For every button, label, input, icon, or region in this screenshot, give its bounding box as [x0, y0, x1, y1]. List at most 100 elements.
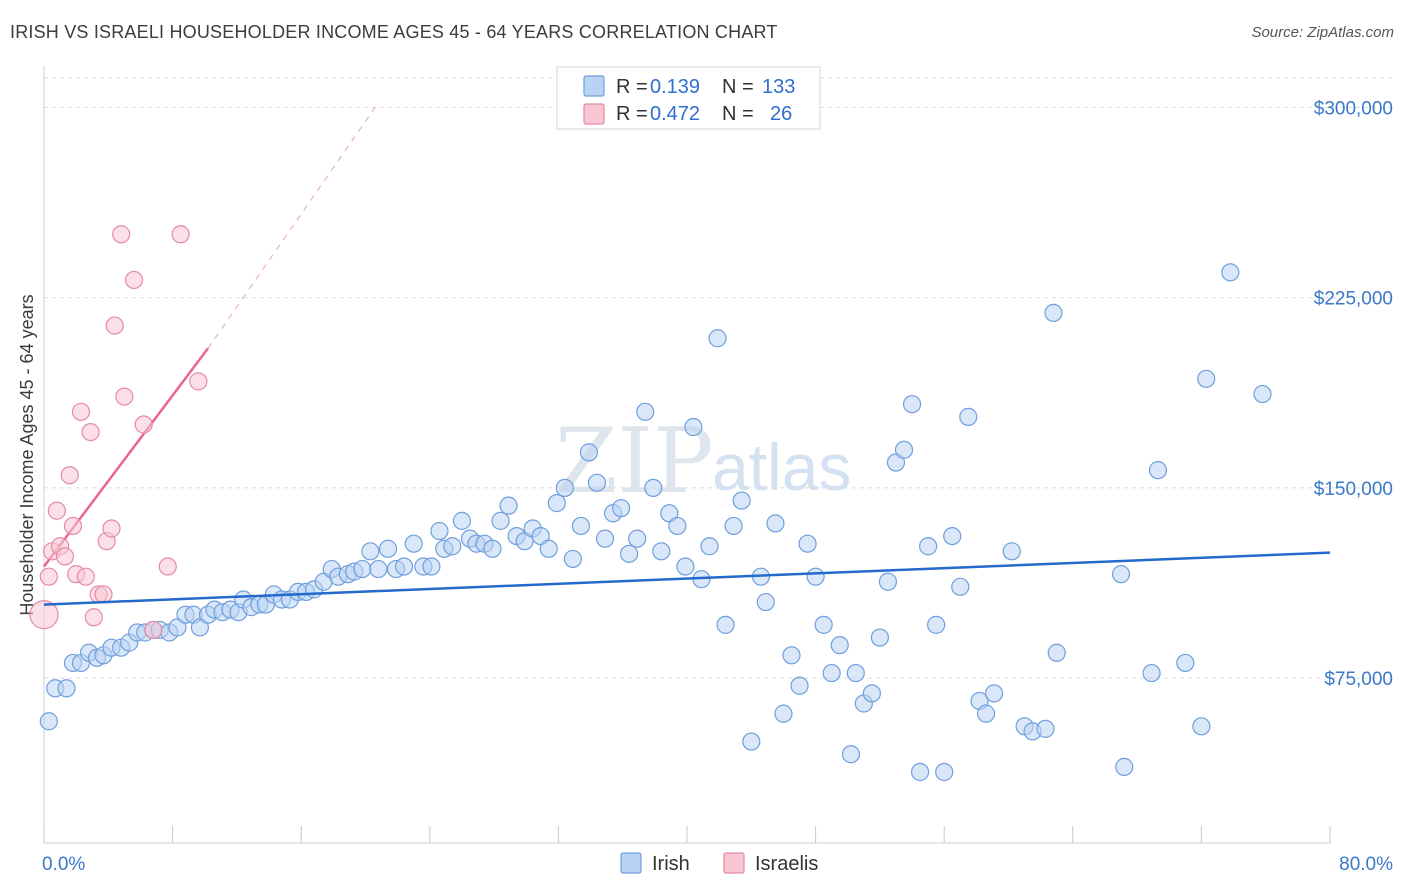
irish-point: [814, 615, 833, 634]
irish-point: [700, 537, 719, 556]
irish-point: [984, 684, 1004, 703]
y-tick-label-2: $225,000: [1314, 289, 1393, 310]
irish-point: [870, 628, 890, 647]
irish-point: [1221, 263, 1240, 282]
irish-point: [652, 542, 671, 561]
irish-point: [766, 514, 785, 533]
israeli-point: [115, 387, 134, 406]
y-tick-label-3: $300,000: [1314, 98, 1393, 119]
irish-point: [1111, 565, 1131, 584]
irish-point: [894, 440, 914, 459]
israeli-point: [76, 567, 95, 586]
chart-title: IRISH VS ISRAELI HOUSEHOLDER INCOME AGES…: [10, 22, 778, 42]
legend-n-value-1: 133: [762, 76, 795, 98]
y-tick-label-0: $75,000: [1324, 669, 1393, 690]
grid-lines: [44, 77, 1395, 679]
irish-point: [1002, 542, 1021, 561]
irish-point: [708, 329, 727, 348]
israeli-point: [63, 516, 83, 536]
x-tick-label-1: 80.0%: [1339, 854, 1393, 875]
irish-points: [39, 263, 1272, 782]
israeli-point: [189, 372, 208, 391]
irish-point: [547, 494, 566, 513]
irish-point: [959, 407, 978, 426]
irish-point: [676, 557, 695, 576]
irish-point: [57, 679, 76, 698]
irish-point: [902, 395, 922, 414]
legend-r-label-2: R =: [616, 103, 648, 125]
israeli-legend-swatch: [583, 103, 605, 125]
irish-point: [1142, 663, 1161, 683]
irish-point: [782, 646, 801, 665]
axes: [43, 66, 1331, 844]
irish-point: [910, 762, 930, 782]
israeli-trend-dashed: [207, 107, 376, 349]
irish-point: [1036, 719, 1055, 738]
israeli-point: [134, 415, 153, 434]
israeli-point: [71, 402, 91, 421]
irish-point: [774, 704, 793, 723]
irish-trend-line: [43, 551, 1331, 606]
x-tick-labels: 0.0% 80.0%: [42, 854, 1393, 875]
irish-point: [620, 544, 639, 563]
irish-point: [878, 572, 898, 591]
legend-r-value-2: 0.472: [650, 103, 700, 125]
irish-point: [499, 496, 518, 515]
israeli-points: [29, 225, 208, 640]
irish-point: [798, 534, 817, 553]
x-tick-label-0: 0.0%: [42, 854, 85, 875]
y-axis-label: Householder Income Ages 45 - 64 years: [17, 294, 37, 615]
watermark-atlas: atlas: [712, 430, 851, 504]
legend-r-label-1: R =: [616, 76, 648, 98]
irish-point: [430, 521, 449, 541]
irish-point: [1047, 643, 1066, 662]
israeli-point: [47, 501, 66, 520]
irish-point: [716, 615, 735, 634]
israeli-series-swatch: [723, 852, 745, 874]
irish-point: [483, 539, 502, 558]
irish-legend-swatch: [583, 75, 605, 97]
irish-point: [756, 592, 775, 612]
irish-point: [378, 539, 398, 558]
irish-point: [1044, 303, 1063, 322]
israeli-point: [55, 547, 74, 566]
israeli-point: [81, 422, 100, 442]
irish-point: [539, 539, 558, 558]
irish-point: [919, 537, 938, 556]
chart-source: Source: ZipAtlas.com: [1251, 24, 1394, 41]
irish-point: [846, 663, 865, 683]
irish-point: [611, 499, 631, 518]
irish-point: [1197, 369, 1216, 388]
irish-point: [1253, 384, 1272, 404]
irish-point: [951, 577, 970, 596]
irish-point: [636, 402, 655, 421]
irish-point: [862, 684, 881, 703]
irish-point: [579, 443, 599, 462]
irish-point: [555, 478, 574, 498]
irish-trend-solid: [43, 551, 1331, 606]
irish-point: [1115, 757, 1134, 777]
israeli-point: [105, 316, 124, 335]
irish-point: [587, 473, 607, 492]
irish-point: [684, 417, 703, 437]
irish-point: [927, 615, 946, 634]
irish-point: [452, 511, 472, 530]
y-tick-label-1: $150,000: [1314, 479, 1393, 500]
irish-point: [353, 559, 372, 579]
legend-n-label-1: N =: [722, 76, 754, 98]
irish-point: [742, 732, 761, 751]
irish-point: [443, 537, 462, 556]
irish-point: [1192, 717, 1211, 736]
irish-point: [571, 516, 591, 536]
israeli-point: [29, 600, 59, 630]
irish-series-swatch: [620, 852, 642, 874]
irish-point: [806, 567, 825, 586]
irish-point: [422, 557, 441, 576]
irish-point: [830, 636, 849, 655]
irish-point: [976, 704, 996, 723]
irish-point: [644, 478, 663, 498]
irish-point: [404, 534, 423, 553]
series-legend: Irish Israelis: [620, 852, 818, 875]
irish-point: [1148, 461, 1168, 480]
